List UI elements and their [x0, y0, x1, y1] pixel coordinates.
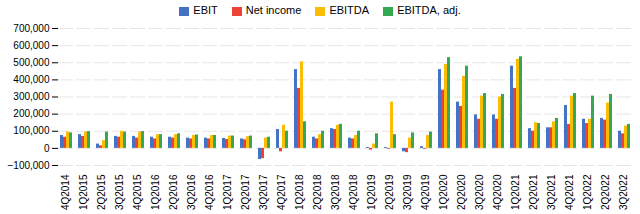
svg-text:1Q2021: 1Q2021 — [510, 174, 521, 210]
svg-text:3Q2016: 3Q2016 — [186, 174, 197, 210]
svg-text:1Q2015: 1Q2015 — [78, 174, 89, 210]
svg-text:100,000: 100,000 — [13, 125, 50, 136]
svg-text:4Q2020: 4Q2020 — [492, 174, 503, 210]
svg-text:1Q2022: 1Q2022 — [582, 174, 593, 210]
html-text:EBITDA: EBITDA — [329, 4, 370, 16]
svg-text:3Q2022: 3Q2022 — [618, 174, 629, 210]
svg-text:3Q2020: 3Q2020 — [474, 174, 485, 210]
svg-text:3Q2017: 3Q2017 — [258, 174, 269, 210]
svg-text:1Q2018: 1Q2018 — [294, 174, 305, 210]
svg-text:3Q2015: 3Q2015 — [114, 174, 125, 210]
svg-text:3Q2018: 3Q2018 — [330, 174, 341, 210]
svg-text:300,000: 300,000 — [13, 91, 50, 102]
html-text:Net income: Net income — [245, 4, 302, 16]
svg-text:4Q2021: 4Q2021 — [564, 174, 575, 210]
svg-text:400,000: 400,000 — [13, 74, 50, 85]
svg-text:4Q2017: 4Q2017 — [276, 174, 287, 210]
html-text:EBITDA, adj.: EBITDA, adj. — [397, 4, 461, 16]
svg-text:2Q2021: 2Q2021 — [528, 174, 539, 210]
svg-text:600,000: 600,000 — [13, 40, 50, 51]
svg-text:0: 0 — [44, 143, 50, 154]
svg-text:4Q2018: 4Q2018 — [348, 174, 359, 210]
svg-text:2Q2016: 2Q2016 — [168, 174, 179, 210]
svg-text:−100,000: −100,000 — [8, 160, 50, 171]
svg-text:2Q2020: 2Q2020 — [456, 174, 467, 210]
svg-text:4Q2016: 4Q2016 — [204, 174, 215, 210]
svg-text:2Q2018: 2Q2018 — [312, 174, 323, 210]
svg-text:2Q2015: 2Q2015 — [96, 174, 107, 210]
svg-text:1Q2017: 1Q2017 — [222, 174, 233, 210]
svg-text:3Q2019: 3Q2019 — [402, 174, 413, 210]
svg-text:2Q2017: 2Q2017 — [240, 174, 251, 210]
svg-text:1Q2020: 1Q2020 — [438, 174, 449, 210]
svg-text:1Q2019: 1Q2019 — [366, 174, 377, 210]
svg-text:2Q2022: 2Q2022 — [600, 174, 611, 210]
svg-text:3Q2021: 3Q2021 — [546, 174, 557, 210]
html-text:EBIT: EBIT — [193, 4, 218, 16]
svg-text:500,000: 500,000 — [13, 57, 50, 68]
svg-text:2Q2019: 2Q2019 — [384, 174, 395, 210]
svg-text:4Q2015: 4Q2015 — [132, 174, 143, 210]
svg-text:4Q2014: 4Q2014 — [60, 174, 71, 210]
svg-text:1Q2016: 1Q2016 — [150, 174, 161, 210]
svg-text:200,000: 200,000 — [13, 108, 50, 119]
svg-text:700,000: 700,000 — [13, 23, 50, 34]
svg-text:4Q2019: 4Q2019 — [420, 174, 431, 210]
